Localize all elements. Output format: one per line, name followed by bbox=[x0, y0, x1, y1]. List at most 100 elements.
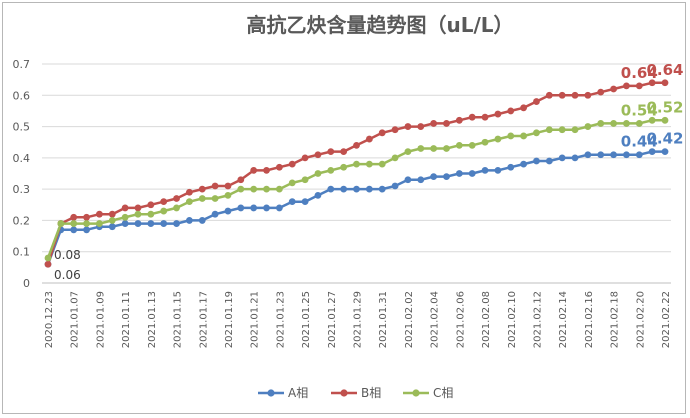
data-point bbox=[584, 151, 592, 159]
x-tick-label: 2021.01.29 bbox=[353, 291, 364, 348]
data-point bbox=[584, 123, 592, 130]
x-tick-label: 2021.01.31 bbox=[378, 291, 389, 348]
y-tick-label: 0 bbox=[23, 277, 30, 290]
data-point bbox=[121, 220, 129, 227]
data-point bbox=[610, 120, 617, 127]
data-point bbox=[404, 123, 412, 130]
legend-marker bbox=[267, 389, 275, 397]
data-point bbox=[533, 98, 540, 105]
legend-item-C相[interactable]: C相 bbox=[403, 386, 453, 400]
data-point bbox=[558, 126, 566, 134]
data-point bbox=[314, 151, 322, 159]
data-point bbox=[571, 126, 579, 134]
data-point bbox=[44, 260, 52, 268]
legend[interactable]: A相 B相 C相 bbox=[258, 386, 453, 400]
x-tick-label: 2021.02.02 bbox=[404, 291, 415, 348]
data-point bbox=[121, 213, 129, 221]
data-point bbox=[597, 88, 605, 96]
y-tick-label: 0.4 bbox=[13, 152, 31, 165]
data-point bbox=[545, 157, 553, 165]
series-lines bbox=[44, 79, 669, 268]
data-point bbox=[443, 120, 450, 127]
data-point bbox=[571, 91, 579, 99]
data-point bbox=[340, 185, 348, 193]
data-point bbox=[417, 145, 425, 152]
legend-item-A相[interactable]: A相 bbox=[258, 386, 308, 400]
legend-label: A相 bbox=[288, 386, 308, 400]
data-point bbox=[507, 132, 515, 140]
data-point bbox=[545, 91, 553, 99]
data-point bbox=[250, 166, 258, 174]
data-point bbox=[275, 185, 283, 193]
data-point bbox=[378, 160, 386, 168]
data-point bbox=[301, 198, 309, 206]
data-point bbox=[558, 154, 566, 162]
data-point bbox=[96, 220, 103, 227]
data-point bbox=[494, 135, 502, 143]
data-point bbox=[520, 104, 528, 112]
legend-item-B相[interactable]: B相 bbox=[331, 386, 381, 400]
data-point bbox=[443, 173, 450, 181]
data-point bbox=[198, 217, 206, 224]
data-point bbox=[96, 210, 103, 218]
data-label: 0.64 bbox=[646, 61, 683, 79]
data-point bbox=[185, 198, 193, 206]
data-point bbox=[455, 116, 463, 124]
data-point bbox=[70, 226, 78, 234]
data-label: 0.42 bbox=[646, 130, 683, 148]
data-point bbox=[571, 154, 579, 162]
data-point bbox=[108, 217, 116, 224]
data-point bbox=[468, 113, 476, 121]
data-point bbox=[288, 179, 296, 187]
data-point bbox=[635, 151, 643, 159]
data-point bbox=[648, 148, 656, 156]
data-point bbox=[494, 110, 502, 118]
x-tick-label: 2020.12.23 bbox=[44, 291, 55, 348]
data-point bbox=[507, 107, 515, 115]
data-point bbox=[44, 254, 52, 262]
x-tick-labels: 2020.12.23 2021.01.07 2021.01.09 2021.01.11… bbox=[44, 291, 672, 348]
data-point bbox=[520, 160, 528, 168]
data-point bbox=[430, 173, 438, 181]
data-point bbox=[134, 210, 142, 218]
data-label: 0.54 bbox=[621, 101, 658, 119]
data-point bbox=[237, 204, 245, 212]
data-point bbox=[353, 185, 360, 193]
x-tick-label: 2021.02.22 bbox=[661, 291, 672, 348]
y-tick-labels: 0 0.1 0.2 0.3 0.4 0.5 0.6 0.7 bbox=[13, 58, 31, 290]
data-point bbox=[648, 116, 656, 124]
data-point bbox=[481, 113, 489, 121]
data-point bbox=[327, 166, 335, 174]
data-point bbox=[160, 220, 168, 227]
series-line bbox=[46, 81, 665, 265]
data-point bbox=[70, 213, 78, 221]
data-point bbox=[173, 195, 180, 202]
data-point bbox=[545, 126, 553, 134]
data-point bbox=[237, 185, 245, 193]
data-point bbox=[83, 226, 90, 234]
data-point bbox=[353, 141, 360, 149]
y-tick-label: 0.5 bbox=[13, 121, 31, 134]
x-tick-label: 2021.01.23 bbox=[275, 291, 286, 348]
data-point bbox=[635, 120, 643, 127]
data-point bbox=[263, 185, 270, 193]
data-label: 0.64 bbox=[621, 64, 658, 82]
y-tick-label: 0.7 bbox=[13, 58, 31, 71]
data-point bbox=[443, 145, 450, 152]
x-tick-label: 2021.01.25 bbox=[301, 291, 312, 348]
y-tick-label: 0.1 bbox=[13, 246, 31, 259]
data-point bbox=[263, 204, 270, 212]
data-point bbox=[327, 185, 335, 193]
data-point bbox=[288, 160, 296, 168]
x-tick-label: 2021.01.17 bbox=[198, 291, 209, 348]
data-point bbox=[198, 185, 206, 193]
data-point bbox=[314, 170, 322, 177]
data-point bbox=[533, 157, 540, 165]
x-tick-label: 2021.01.27 bbox=[327, 291, 338, 348]
x-tick-label: 2021.01.11 bbox=[121, 291, 132, 348]
data-point bbox=[340, 163, 348, 171]
data-point bbox=[108, 210, 116, 218]
data-point bbox=[173, 220, 180, 227]
data-point bbox=[57, 220, 65, 227]
